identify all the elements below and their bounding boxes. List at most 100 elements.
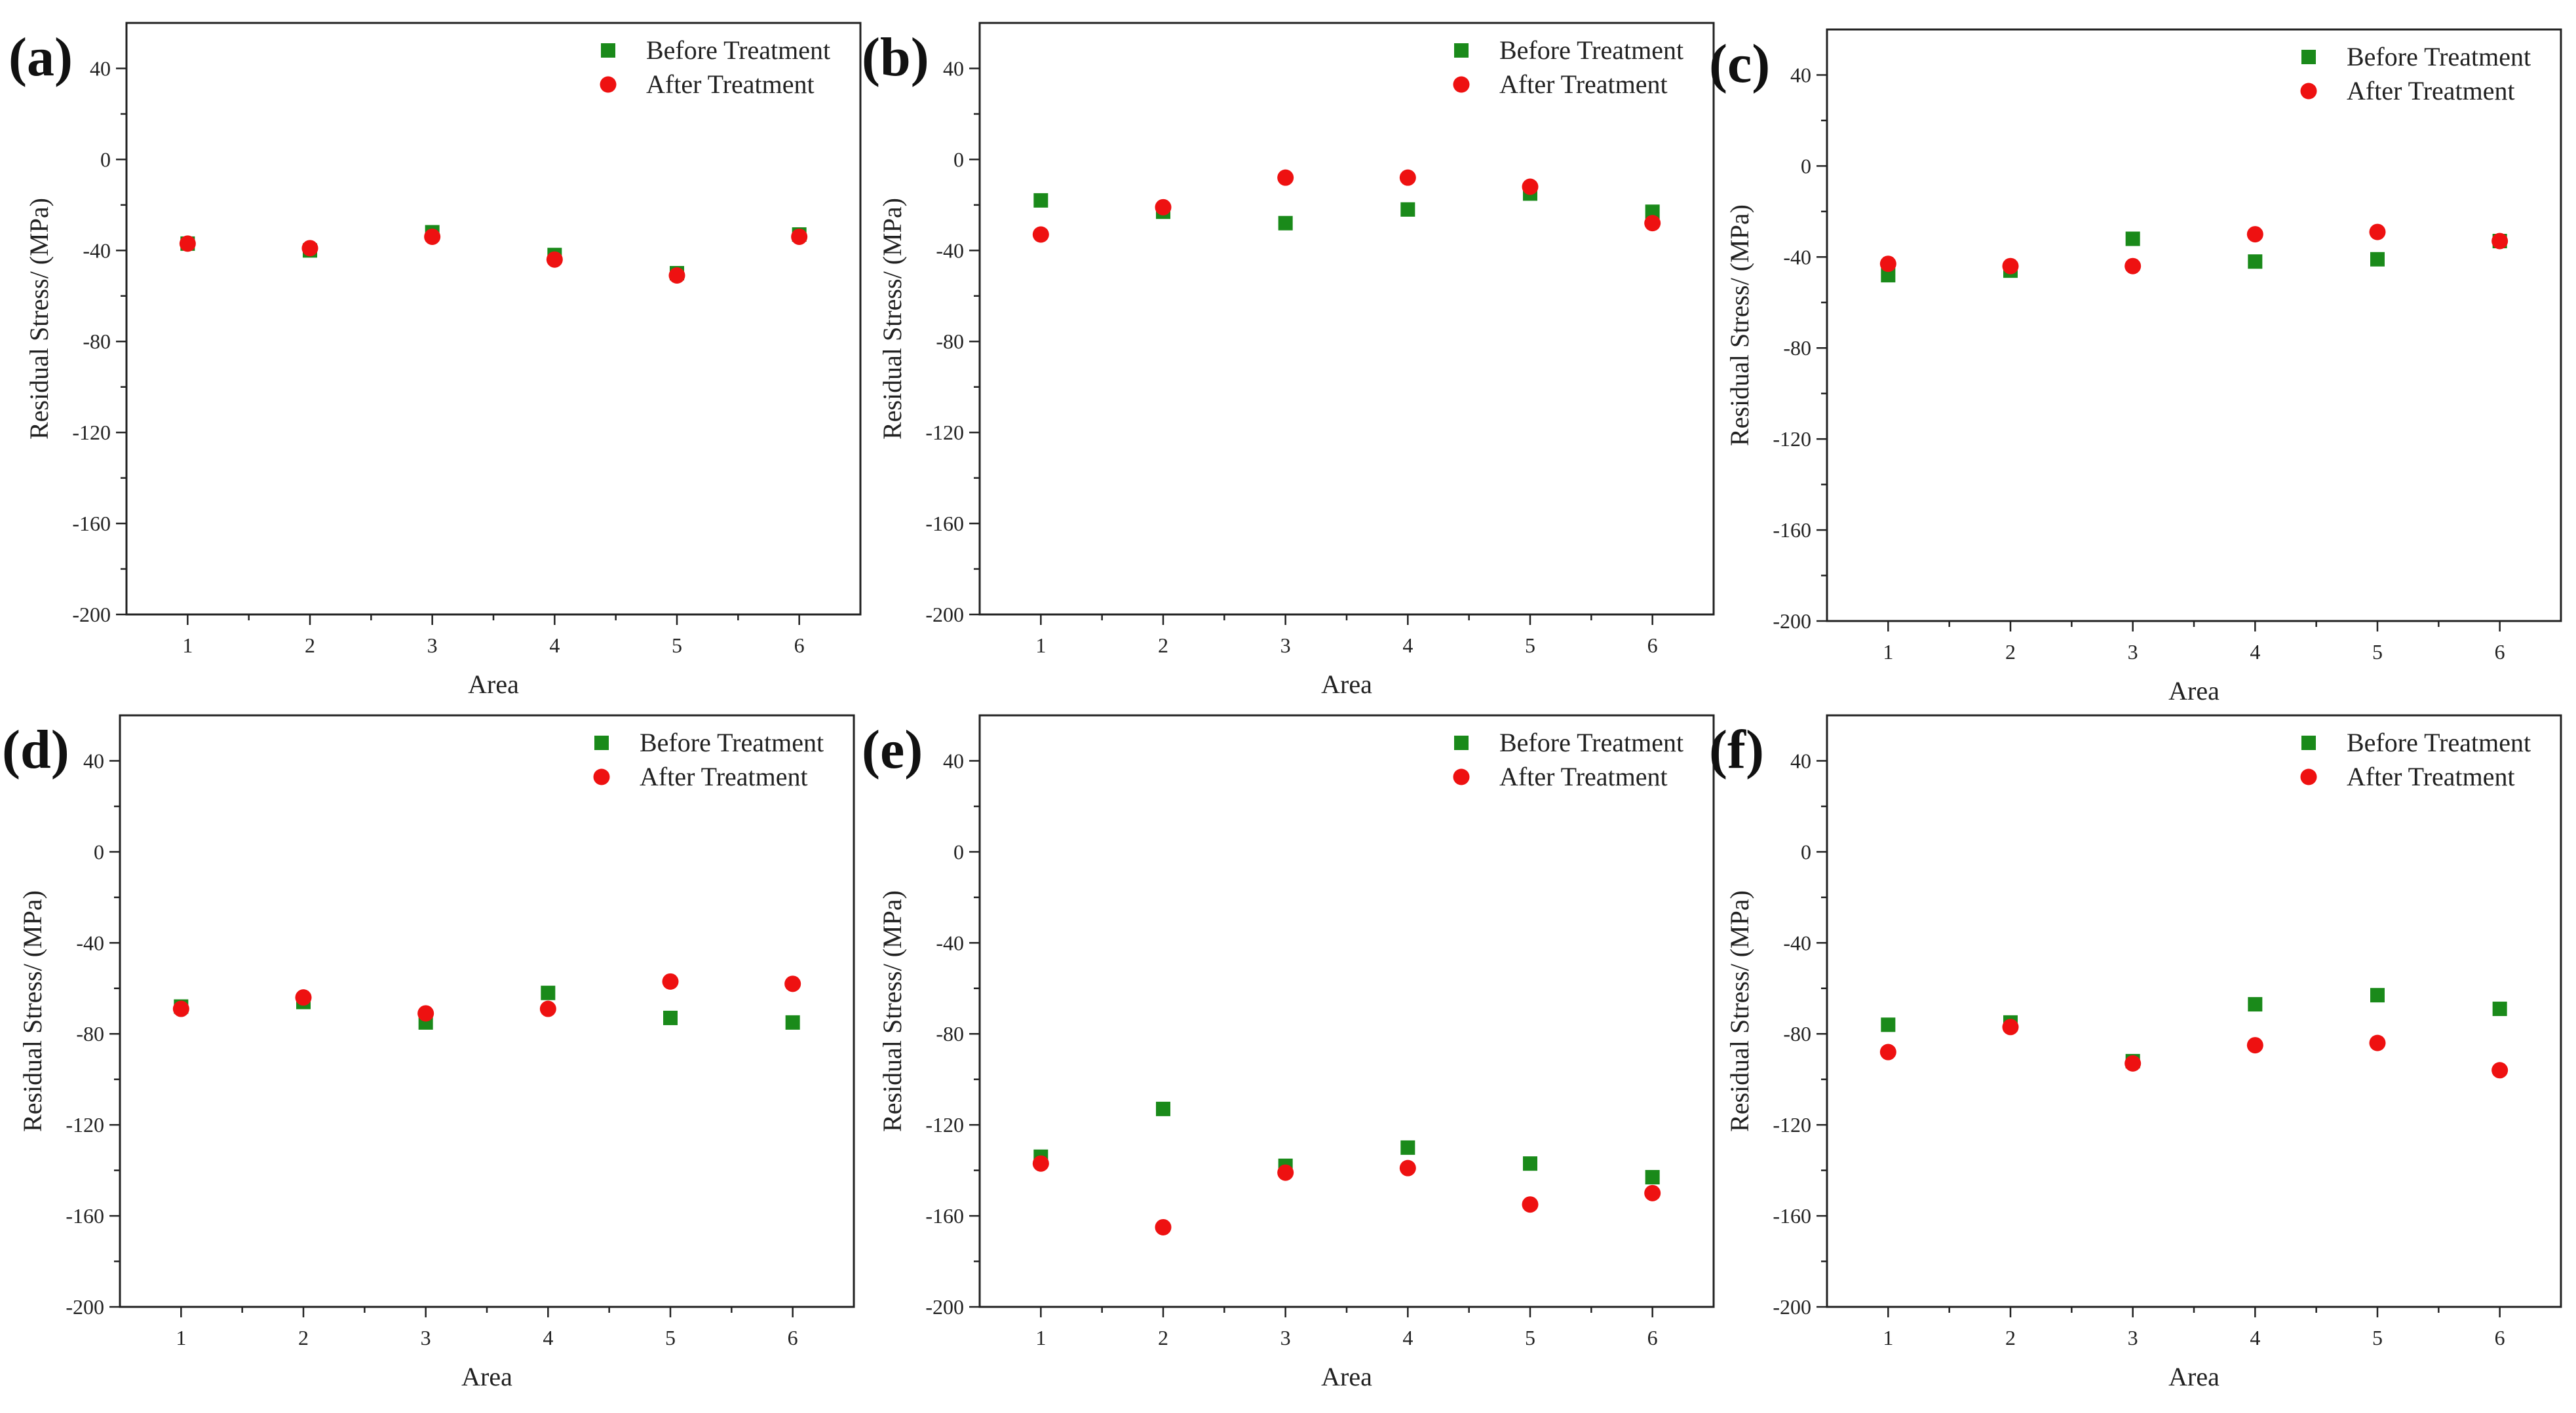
x-tick-label: 3	[1280, 1326, 1291, 1349]
after-point	[1277, 1164, 1294, 1181]
x-tick-label: 4	[2250, 640, 2260, 664]
x-tick-label: 2	[305, 633, 315, 657]
x-tick-label: 1	[1883, 640, 1893, 664]
legend-after-marker	[2300, 768, 2317, 785]
x-axis-title: Area	[468, 669, 519, 699]
x-tick-label: 4	[2250, 1326, 2260, 1349]
panel-a: 40 0 -40 -80 -120 -160 -200 1 2 3 4 5 6 Area Residual …	[9, 22, 862, 699]
x-tick-label: 1	[1035, 1326, 1046, 1349]
y-tick-label: -120	[66, 1113, 104, 1137]
plot-frame	[978, 22, 1715, 616]
before-point	[1033, 193, 1048, 208]
after-point	[662, 973, 679, 990]
before-point	[1645, 1170, 1660, 1185]
y-tick-label: -40	[936, 931, 964, 954]
after-point	[301, 240, 318, 257]
x-tick-label: 2	[1158, 633, 1168, 657]
panel-e: 40 0 -40 -80 -120 -160 -200 1 2 3 4 5 6 Area Residual …	[862, 714, 1715, 1391]
x-tick-label: 4	[1402, 633, 1413, 657]
x-tick-label: 2	[1158, 1326, 1168, 1349]
legend-after-marker	[2300, 83, 2317, 100]
x-tick-label: 3	[1280, 633, 1291, 657]
after-point	[2369, 223, 2386, 240]
before-point	[2370, 252, 2385, 267]
legend-before-label: Before Treatment	[2347, 728, 2531, 757]
after-point	[539, 1000, 556, 1017]
after-point	[2002, 1019, 2019, 1036]
x-tick-label: 3	[427, 633, 438, 657]
panel-c: 40 0 -40 -80 -120 -160 -200 1 2 3 4 5 6 Area Residual …	[1709, 28, 2562, 706]
y-tick-label: -40	[83, 238, 111, 262]
after-point	[424, 228, 441, 245]
panel-label: (f)	[1709, 719, 1764, 780]
x-tick-label: 1	[182, 633, 193, 657]
y-tick-label: -160	[925, 512, 964, 535]
panel-label: (e)	[862, 719, 923, 780]
after-point	[1399, 169, 1416, 186]
after-point	[1522, 178, 1539, 195]
y-tick-label: 0	[100, 147, 111, 171]
y-tick-label: -200	[66, 1295, 104, 1319]
after-point	[1399, 1159, 1416, 1177]
after-point	[295, 989, 312, 1006]
after-point	[791, 228, 808, 245]
y-tick-label: -200	[925, 1295, 964, 1319]
before-point	[785, 1015, 800, 1030]
y-axis-title: Residual Stress/ (MPa)	[18, 890, 47, 1132]
before-point	[2248, 254, 2263, 269]
y-tick-label: -80	[936, 330, 964, 353]
y-tick-label: -80	[1783, 336, 1811, 360]
x-tick-label: 1	[1035, 633, 1046, 657]
x-tick-label: 6	[1647, 1326, 1658, 1349]
y-tick-label: -80	[936, 1022, 964, 1046]
after-point	[1644, 1184, 1661, 1201]
before-point	[1881, 268, 1896, 283]
y-tick-label: -160	[66, 1204, 104, 1228]
x-tick-label: 6	[2495, 1326, 2505, 1349]
y-tick-label: 0	[1801, 154, 1811, 178]
panel-b: 40 0 -40 -80 -120 -160 -200 1 2 3 4 5 6 Area Residual …	[862, 22, 1715, 699]
after-point	[2002, 257, 2019, 274]
before-point	[1881, 1017, 1896, 1032]
after-point	[2246, 226, 2263, 243]
after-point	[1522, 1196, 1539, 1213]
panel-label: (d)	[2, 719, 69, 780]
y-tick-label: 40	[83, 749, 104, 772]
x-axis-title: Area	[2168, 1362, 2220, 1391]
y-tick-label: -120	[1773, 427, 1811, 451]
legend-after-label: After Treatment	[1499, 69, 1668, 99]
legend-before-marker	[594, 736, 609, 750]
legend-after-label: After Treatment	[2347, 762, 2515, 791]
after-point	[1155, 1218, 1172, 1235]
before-point	[1156, 1101, 1170, 1116]
legend-after-marker	[1453, 76, 1470, 93]
x-tick-label: 5	[665, 1326, 676, 1349]
y-tick-label: -200	[925, 603, 964, 626]
y-tick-label: -120	[925, 1113, 964, 1137]
y-tick-label: -160	[1773, 518, 1811, 542]
after-point	[2124, 257, 2142, 274]
x-tick-label: 3	[2128, 640, 2138, 664]
x-tick-label: 6	[2495, 640, 2505, 664]
y-tick-label: -80	[76, 1022, 104, 1046]
legend-before-marker	[1454, 736, 1469, 750]
panel-label: (c)	[1709, 33, 1770, 94]
y-tick-label: -120	[72, 421, 111, 444]
after-point	[1155, 198, 1172, 216]
x-tick-label: 6	[794, 633, 805, 657]
legend-after-marker	[1453, 768, 1470, 785]
x-tick-label: 2	[2005, 1326, 2016, 1349]
after-point	[1277, 169, 1294, 186]
x-tick-label: 4	[543, 1326, 553, 1349]
before-point	[2370, 988, 2385, 1003]
y-tick-label: 0	[94, 840, 104, 863]
plot-frame	[119, 714, 855, 1308]
y-tick-label: 40	[943, 56, 964, 80]
x-axis-title: Area	[1321, 1362, 1372, 1391]
after-point	[1032, 1155, 1049, 1172]
y-tick-label: -80	[1783, 1022, 1811, 1046]
after-point	[2491, 233, 2509, 250]
before-point	[2492, 1002, 2507, 1017]
y-tick-label: -40	[1783, 931, 1811, 954]
y-tick-label: -160	[925, 1204, 964, 1228]
